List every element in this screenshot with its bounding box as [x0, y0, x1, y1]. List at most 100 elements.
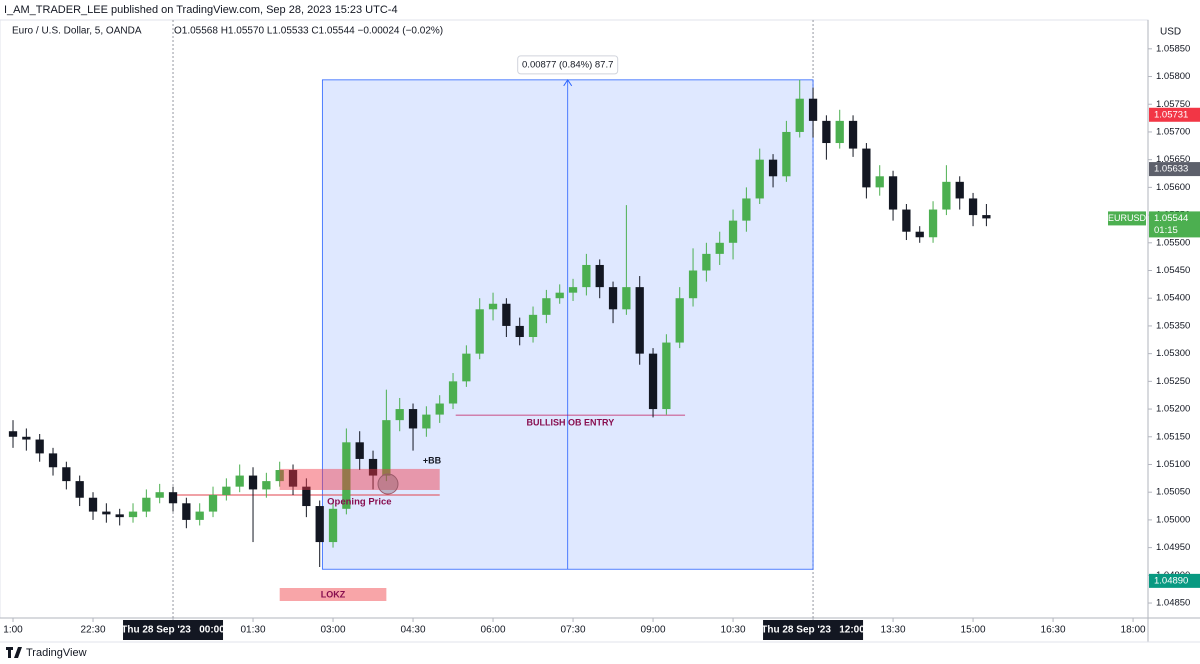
candle-body	[235, 475, 244, 487]
candle-body	[942, 181, 951, 210]
candle-body	[795, 98, 804, 132]
candle-body	[115, 514, 124, 518]
y-tick-label: 1.05250	[1156, 376, 1190, 387]
range-label: 0.00877 (0.84%) 87.7	[522, 59, 613, 70]
candle-body	[768, 159, 778, 177]
candle-body	[595, 264, 604, 288]
candle-body	[422, 414, 431, 429]
candle-body	[715, 242, 724, 254]
candle-body	[955, 181, 964, 199]
candle-body	[328, 508, 338, 543]
candle-body	[355, 442, 364, 459]
candle-body	[888, 176, 898, 210]
candle-body	[542, 298, 551, 315]
candle-body	[582, 264, 591, 288]
price-tag-label: 1.05544	[1154, 213, 1188, 224]
y-tick-label: 1.05700	[1156, 126, 1190, 137]
candle-body	[222, 486, 231, 495]
candle-body	[648, 353, 658, 410]
x-tick-label: 22:30	[81, 625, 106, 636]
symbol-tag-label: EURUSD	[1108, 213, 1147, 223]
y-tick-label: 1.05150	[1156, 431, 1190, 442]
x-tick-label: 06:00	[481, 625, 506, 636]
candle-body	[875, 176, 884, 188]
x-tick-label: 04:30	[401, 625, 426, 636]
candle-body	[8, 431, 18, 437]
price-tag-countdown: 01:15	[1154, 225, 1178, 236]
candle-body	[75, 481, 84, 498]
candle-body	[475, 309, 484, 354]
x-tick-label: 07:30	[561, 625, 586, 636]
candle-body	[462, 353, 471, 382]
y-tick-label: 1.05800	[1156, 71, 1190, 82]
candle-body	[662, 342, 671, 410]
candle-body	[182, 503, 191, 520]
x-tick-label: Thu 28 Sep '23 00:00	[121, 625, 225, 636]
candle-body	[382, 420, 391, 476]
y-tick-label: 1.05450	[1156, 265, 1190, 276]
price-tag	[1149, 162, 1200, 177]
ob-entry-label: BULLISH OB ENTRY	[527, 418, 615, 428]
x-tick-label: 16:30	[1041, 625, 1066, 636]
candle-body	[35, 439, 44, 454]
y-tick-label: 1.05500	[1156, 237, 1190, 248]
currency-label: USD	[1160, 27, 1181, 38]
x-tick-label: 09:00	[641, 625, 666, 636]
ohlc-legend: O1.05568 H1.05570 L1.05533 C1.05544 −0.0…	[174, 26, 443, 37]
candle-body	[928, 209, 938, 238]
order-block-zone	[279, 468, 440, 490]
x-tick-label: 1:00	[3, 625, 23, 636]
candle-body	[835, 120, 844, 144]
x-tick-label: 15:00	[961, 625, 986, 636]
y-tick-label: 1.05350	[1156, 320, 1190, 331]
y-tick-label: 1.04950	[1156, 542, 1190, 553]
y-tick-label: 1.04850	[1156, 598, 1190, 609]
candle-body	[728, 220, 738, 243]
candle-body	[755, 159, 764, 199]
publisher-title: I_AM_TRADER_LEE published on TradingView…	[4, 4, 398, 16]
candle-body	[88, 497, 98, 512]
candle-body	[248, 475, 258, 490]
candle-body	[822, 120, 831, 144]
x-tick-highlight	[763, 620, 864, 640]
candle-body	[262, 481, 271, 490]
x-tick-label: 18:00	[1121, 625, 1146, 636]
price-tag-label: 1.04890	[1154, 575, 1188, 586]
y-tick-label: 1.05600	[1156, 182, 1190, 193]
x-tick-label: 03:00	[321, 625, 346, 636]
price-tag	[1149, 211, 1200, 238]
y-tick-label: 1.05750	[1156, 99, 1190, 110]
y-tick-label: 1.05200	[1156, 404, 1190, 415]
overlay-layer: 1.048501.049001.049501.050001.050501.051…	[3, 43, 1200, 640]
candle-body	[915, 231, 924, 238]
x-tick-highlight	[123, 620, 224, 640]
symbol-tag	[1108, 211, 1146, 226]
candle-body	[742, 198, 751, 221]
candle-body	[408, 409, 418, 429]
x-tick-label: 10:30	[721, 625, 746, 636]
y-tick-label: 1.05850	[1156, 43, 1190, 54]
annotation-layer	[172, 20, 814, 618]
candle-body	[702, 253, 711, 271]
candle-body	[395, 409, 404, 421]
range-arrow-head	[563, 78, 573, 87]
y-tick-label: 1.05050	[1156, 487, 1190, 498]
candle-body	[675, 298, 684, 343]
candle-body	[902, 209, 911, 232]
candle-body	[142, 497, 151, 512]
price-tag-label: 1.05731	[1154, 109, 1188, 120]
x-tick-label: 01:30	[241, 625, 266, 636]
candle-body	[622, 287, 631, 310]
candle-body	[62, 467, 71, 482]
candle-body	[128, 511, 138, 518]
candle-body	[848, 120, 858, 149]
y-tick-label: 1.05400	[1156, 293, 1190, 304]
candle-body	[168, 492, 178, 504]
tradingview-logo: TradingView	[6, 647, 87, 659]
candle-body	[315, 506, 324, 543]
candle-body	[342, 442, 351, 509]
candle-body	[568, 287, 578, 293]
y-tick-label: 1.05300	[1156, 348, 1190, 359]
candle-body	[275, 470, 284, 482]
